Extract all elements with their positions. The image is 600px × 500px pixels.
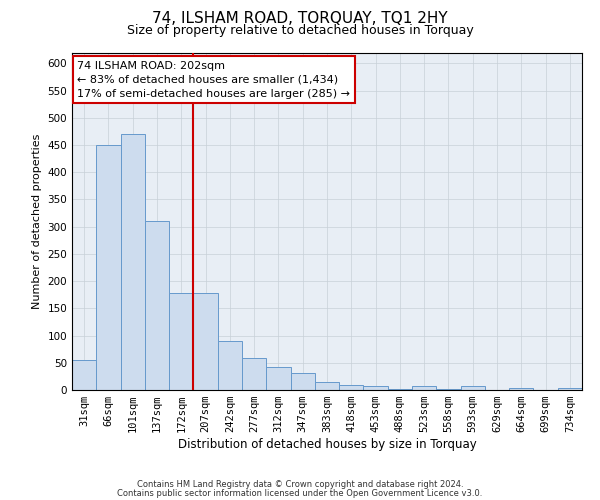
Bar xyxy=(509,388,533,390)
Text: Contains HM Land Registry data © Crown copyright and database right 2024.: Contains HM Land Registry data © Crown c… xyxy=(137,480,463,489)
Bar xyxy=(339,384,364,390)
Bar xyxy=(412,386,436,390)
Text: Contains public sector information licensed under the Open Government Licence v3: Contains public sector information licen… xyxy=(118,488,482,498)
X-axis label: Distribution of detached houses by size in Torquay: Distribution of detached houses by size … xyxy=(178,438,476,451)
Bar xyxy=(242,358,266,390)
Bar xyxy=(364,386,388,390)
Bar xyxy=(121,134,145,390)
Bar xyxy=(218,341,242,390)
Y-axis label: Number of detached properties: Number of detached properties xyxy=(32,134,42,309)
Bar xyxy=(315,382,339,390)
Bar xyxy=(96,145,121,390)
Bar xyxy=(388,389,412,390)
Bar xyxy=(169,293,193,390)
Text: 74, ILSHAM ROAD, TORQUAY, TQ1 2HY: 74, ILSHAM ROAD, TORQUAY, TQ1 2HY xyxy=(152,11,448,26)
Bar xyxy=(436,389,461,390)
Bar xyxy=(72,360,96,390)
Bar xyxy=(266,367,290,390)
Bar xyxy=(145,221,169,390)
Text: Size of property relative to detached houses in Torquay: Size of property relative to detached ho… xyxy=(127,24,473,37)
Bar xyxy=(193,293,218,390)
Bar xyxy=(558,388,582,390)
Text: 74 ILSHAM ROAD: 202sqm
← 83% of detached houses are smaller (1,434)
17% of semi-: 74 ILSHAM ROAD: 202sqm ← 83% of detached… xyxy=(77,61,350,99)
Bar xyxy=(290,372,315,390)
Bar xyxy=(461,386,485,390)
